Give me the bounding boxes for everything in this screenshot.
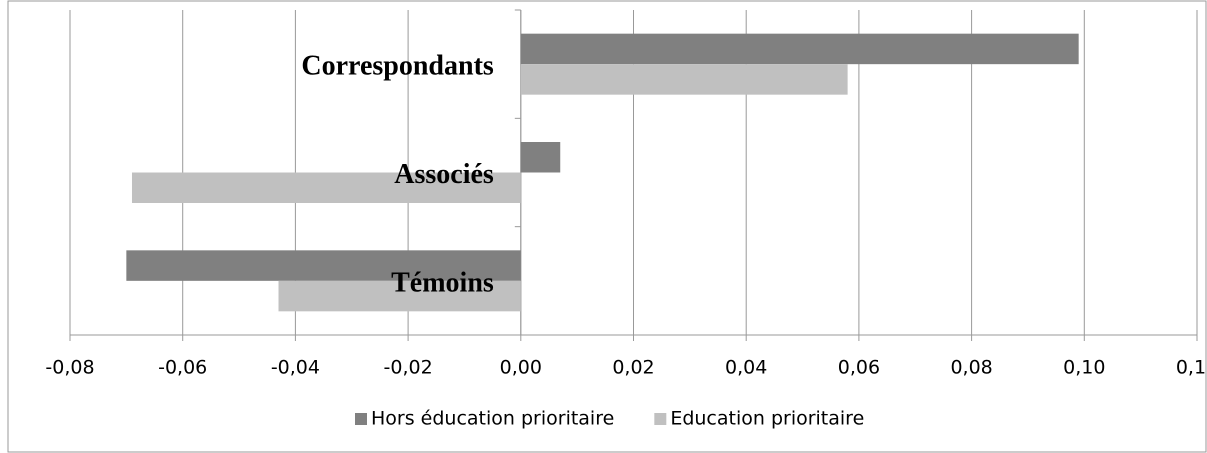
category-label: Associés <box>394 159 494 190</box>
chart-border <box>7 0 1207 453</box>
x-tick-label: 0,12 <box>1176 357 1207 379</box>
category-label: Témoins <box>391 267 494 298</box>
legend-swatch <box>654 413 667 425</box>
legend-label: Education prioritaire <box>670 408 864 430</box>
x-tick-label: -0,08 <box>45 357 94 379</box>
legend-label: Hors éducation prioritaire <box>371 408 614 430</box>
x-tick-label: 0,00 <box>500 357 542 379</box>
legend-swatch <box>355 413 367 425</box>
bar <box>520 142 561 173</box>
x-tick-label: 0,02 <box>612 357 654 379</box>
bar <box>131 172 521 203</box>
x-tick-label: 0,10 <box>1063 357 1105 379</box>
x-tick-label: 0,06 <box>838 357 880 379</box>
bar <box>520 33 1079 65</box>
bar <box>126 250 521 281</box>
x-tick-label: 0,08 <box>950 357 992 379</box>
bar <box>520 64 848 95</box>
category-label: Correspondants <box>301 51 494 82</box>
x-tick-label: -0,02 <box>384 357 433 379</box>
x-tick-label: -0,06 <box>158 357 207 379</box>
x-tick-label: -0,04 <box>271 357 320 379</box>
x-tick-label: 0,04 <box>725 357 767 379</box>
bar <box>278 280 521 312</box>
